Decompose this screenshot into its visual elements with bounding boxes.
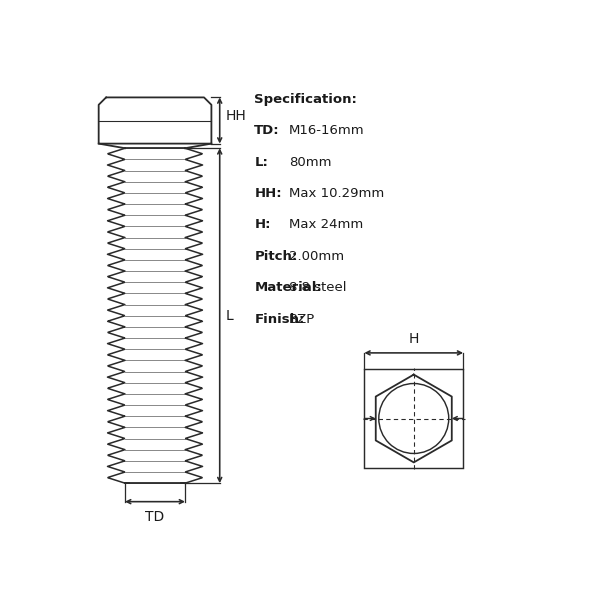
- Text: TD: TD: [145, 510, 164, 524]
- Text: 2.00mm: 2.00mm: [289, 250, 344, 263]
- Bar: [364, 369, 463, 468]
- Text: Max 10.29mm: Max 10.29mm: [289, 187, 384, 200]
- Text: TD:: TD:: [254, 124, 280, 137]
- Text: Pitch:: Pitch:: [254, 250, 298, 263]
- Text: Specification:: Specification:: [254, 93, 357, 106]
- Text: Max 24mm: Max 24mm: [289, 218, 363, 232]
- Text: BZP: BZP: [289, 313, 315, 326]
- Text: L:: L:: [254, 155, 268, 169]
- Text: HH:: HH:: [254, 187, 282, 200]
- Text: L: L: [225, 309, 233, 323]
- Text: Finish:: Finish:: [254, 313, 305, 326]
- Text: HH: HH: [225, 109, 246, 123]
- Text: Material:: Material:: [254, 281, 322, 294]
- Text: H:: H:: [254, 218, 271, 232]
- Text: 8.8 steel: 8.8 steel: [289, 281, 347, 294]
- Text: H: H: [409, 332, 419, 346]
- Text: 80mm: 80mm: [289, 155, 332, 169]
- Text: M16-16mm: M16-16mm: [289, 124, 365, 137]
